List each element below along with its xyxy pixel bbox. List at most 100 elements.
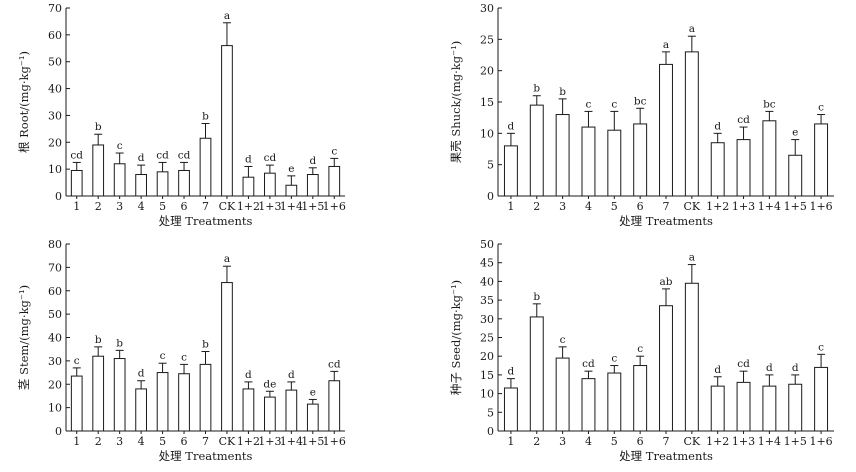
- bar: [659, 305, 673, 432]
- x-tick-label: 1+2: [237, 200, 260, 213]
- bar: [684, 282, 699, 432]
- significance-letter: e: [288, 163, 294, 175]
- y-axis-title: 种子 Seed/(mg·kg⁻¹): [449, 280, 463, 395]
- y-tick-label: 30: [480, 313, 494, 326]
- bar: [264, 172, 276, 197]
- x-axis-title: 处理 Treatments: [619, 449, 713, 463]
- significance-letter: b: [202, 339, 209, 351]
- bar: [607, 129, 622, 197]
- y-tick-label: 60: [48, 285, 62, 298]
- bar: [70, 375, 83, 432]
- x-tick-label: 1+6: [323, 435, 346, 448]
- y-tick-label: 50: [48, 56, 62, 69]
- bar: [156, 372, 169, 432]
- x-tick-label: 5: [611, 435, 618, 448]
- significance-letter: cd: [264, 152, 277, 164]
- bar: [135, 388, 147, 432]
- chart-panel-4: 05101520253035404550d1b2c3cd4c5c6ab7aCKd…: [449, 238, 834, 463]
- bar: [328, 380, 341, 432]
- significance-letter: c: [160, 350, 166, 362]
- y-tick-label: 10: [480, 388, 494, 401]
- bar: [529, 316, 544, 432]
- significance-letter: a: [689, 23, 695, 35]
- y-tick-label: 30: [48, 109, 62, 122]
- bar: [762, 385, 777, 432]
- y-tick-label: 25: [480, 33, 494, 46]
- x-tick-label: 5: [159, 435, 166, 448]
- y-tick-label: 30: [480, 2, 494, 15]
- bar: [306, 174, 319, 197]
- bar: [199, 137, 212, 197]
- x-tick-label: 1+6: [809, 200, 832, 213]
- bar: [113, 163, 126, 197]
- significance-letter: d: [792, 362, 799, 374]
- y-tick-label: 50: [48, 308, 62, 321]
- significance-letter: c: [560, 334, 566, 346]
- x-tick-label: 7: [663, 435, 670, 448]
- y-tick-label: 0: [55, 425, 62, 438]
- x-tick-label: 7: [663, 200, 670, 213]
- bar: [242, 388, 255, 432]
- significance-letter: c: [611, 353, 617, 365]
- significance-letter: c: [586, 98, 592, 110]
- chart-panel-3: 01020304050607080c1b2b3d4c5c6b7aCKd1+2de…: [17, 238, 346, 463]
- significance-letter: d: [508, 366, 515, 378]
- y-tick-label: 10: [48, 402, 62, 415]
- x-tick-label: 1+4: [280, 435, 303, 448]
- bar: [285, 184, 298, 197]
- x-tick-label: 1+5: [301, 200, 324, 213]
- x-tick-label: 1+4: [758, 435, 781, 448]
- significance-letter: c: [637, 343, 643, 355]
- bar: [710, 142, 725, 197]
- bar: [264, 396, 276, 432]
- bar: [92, 144, 105, 197]
- significance-letter: b: [533, 291, 540, 303]
- significance-letter: a: [224, 253, 230, 265]
- y-tick-label: 50: [480, 238, 494, 251]
- bar: [581, 378, 596, 432]
- x-tick-label: 3: [559, 200, 566, 213]
- x-tick-label: 6: [181, 200, 188, 213]
- y-tick-label: 20: [48, 378, 62, 391]
- y-tick-label: 40: [48, 332, 62, 345]
- y-tick-label: 0: [487, 190, 494, 203]
- x-tick-label: 1+6: [809, 435, 832, 448]
- significance-letter: d: [714, 120, 721, 132]
- significance-letter: d: [245, 369, 252, 381]
- x-tick-label: 7: [202, 435, 209, 448]
- significance-letter: c: [818, 341, 824, 353]
- y-tick-label: 25: [480, 332, 494, 345]
- bar: [221, 282, 233, 432]
- x-tick-label: 3: [559, 435, 566, 448]
- significance-letter: e: [792, 127, 798, 139]
- significance-letter: b: [95, 121, 102, 133]
- bar: [70, 169, 83, 197]
- bar: [503, 387, 518, 432]
- y-tick-label: 15: [480, 96, 494, 109]
- significance-letter: a: [224, 10, 230, 22]
- bar: [581, 126, 596, 197]
- x-tick-label: CK: [219, 435, 236, 448]
- significance-letter: c: [74, 355, 80, 367]
- x-tick-label: 1: [73, 200, 80, 213]
- bar: [306, 403, 319, 432]
- x-tick-label: 1+5: [784, 435, 807, 448]
- y-axis-title: 茎 Stem/(mg·kg⁻¹): [17, 285, 31, 390]
- significance-letter: d: [508, 120, 515, 132]
- bar: [788, 383, 803, 432]
- bar: [710, 385, 725, 432]
- significance-letter: d: [766, 362, 773, 374]
- significance-letter: d: [288, 369, 295, 381]
- y-tick-label: 30: [48, 355, 62, 368]
- bar: [178, 169, 190, 197]
- x-tick-label: 1+3: [258, 435, 281, 448]
- bar: [328, 165, 341, 197]
- x-tick-label: CK: [684, 200, 701, 213]
- bar: [135, 174, 147, 197]
- x-tick-label: 1+6: [323, 200, 346, 213]
- x-tick-label: 1+5: [784, 200, 807, 213]
- significance-letter: de: [263, 378, 276, 390]
- x-tick-label: 1: [507, 200, 514, 213]
- significance-letter: cd: [582, 358, 595, 370]
- x-tick-label: 4: [585, 435, 592, 448]
